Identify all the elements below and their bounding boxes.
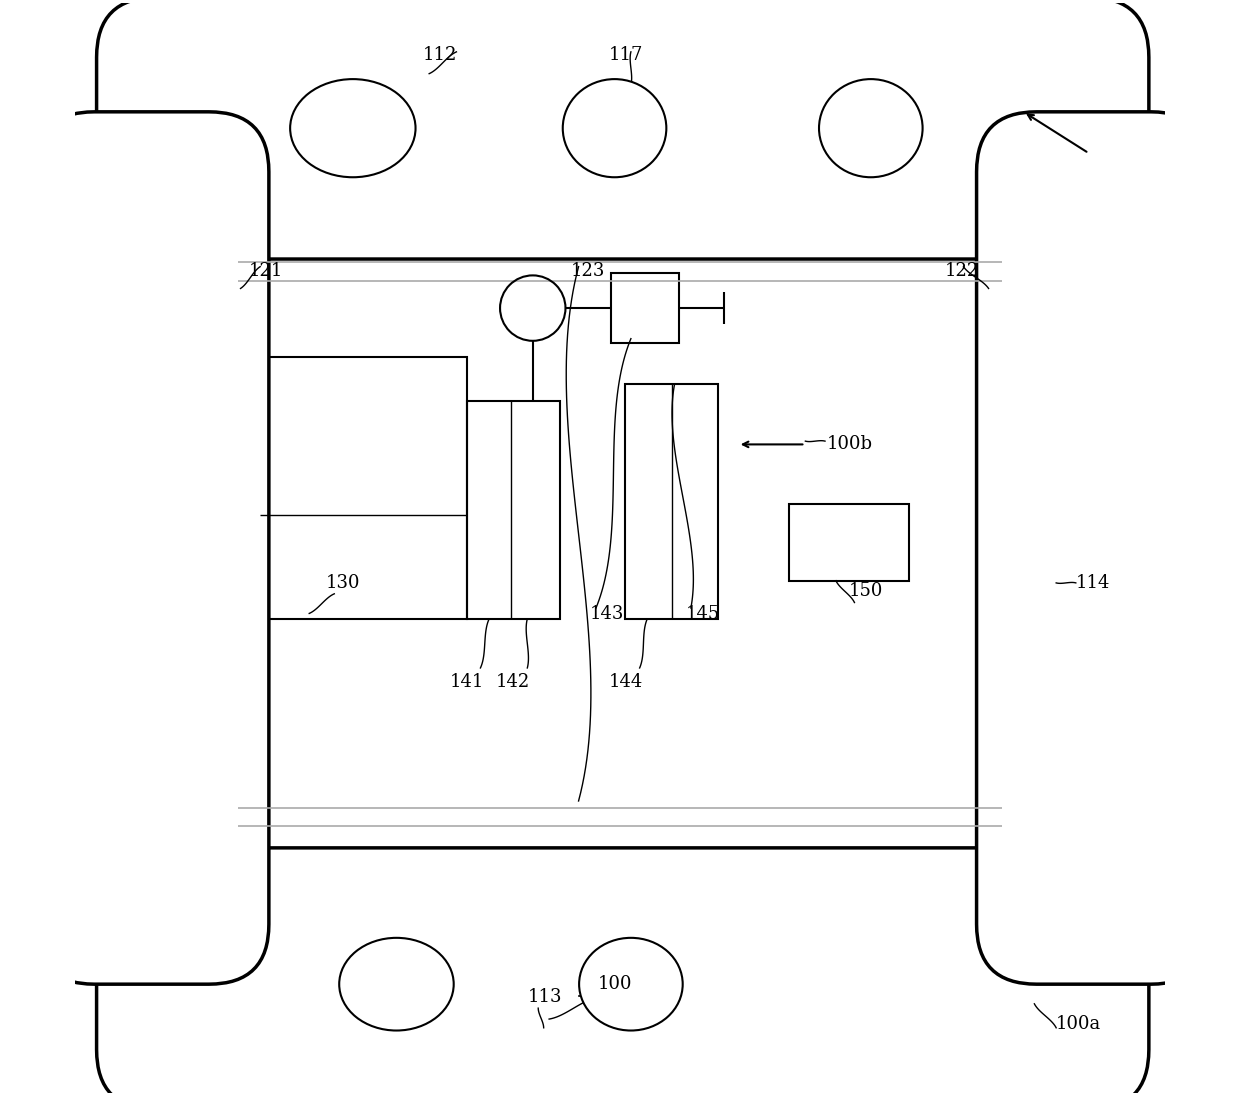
Text: 123: 123 bbox=[570, 262, 605, 281]
Text: 117: 117 bbox=[609, 46, 642, 65]
Text: 112: 112 bbox=[423, 46, 458, 65]
Text: 122: 122 bbox=[945, 262, 980, 281]
Text: 100b: 100b bbox=[827, 435, 873, 454]
Text: 142: 142 bbox=[496, 673, 531, 692]
Text: 144: 144 bbox=[609, 673, 642, 692]
Bar bbox=[625, 385, 718, 619]
Text: 100: 100 bbox=[598, 975, 632, 993]
Text: 100a: 100a bbox=[1056, 1015, 1101, 1034]
Bar bbox=[789, 504, 909, 581]
Text: 145: 145 bbox=[686, 605, 719, 623]
Bar bbox=[260, 357, 467, 619]
Text: 141: 141 bbox=[450, 673, 485, 692]
Text: 130: 130 bbox=[326, 573, 360, 592]
Bar bbox=[206, 205, 1034, 875]
Ellipse shape bbox=[340, 938, 454, 1030]
Text: 150: 150 bbox=[849, 582, 883, 601]
Bar bbox=[611, 273, 678, 343]
FancyBboxPatch shape bbox=[97, 0, 1149, 259]
Text: 143: 143 bbox=[589, 605, 624, 623]
Bar bbox=[229, 830, 243, 875]
FancyBboxPatch shape bbox=[35, 112, 269, 984]
Bar bbox=[1002, 205, 1034, 875]
Ellipse shape bbox=[290, 79, 415, 178]
Text: 121: 121 bbox=[249, 262, 284, 281]
Bar bbox=[217, 830, 238, 875]
FancyBboxPatch shape bbox=[977, 112, 1211, 984]
Bar bbox=[206, 205, 238, 875]
Ellipse shape bbox=[818, 79, 923, 178]
Ellipse shape bbox=[563, 79, 666, 178]
Bar bbox=[999, 830, 1022, 875]
Ellipse shape bbox=[579, 938, 683, 1030]
Bar bbox=[999, 214, 1022, 262]
Bar bbox=[999, 214, 1013, 262]
Bar bbox=[999, 830, 1013, 875]
Bar bbox=[467, 401, 560, 619]
FancyBboxPatch shape bbox=[97, 848, 1149, 1096]
Bar bbox=[217, 214, 238, 262]
Text: 113: 113 bbox=[527, 987, 562, 1006]
Text: 114: 114 bbox=[1076, 574, 1110, 592]
Bar bbox=[229, 214, 243, 262]
